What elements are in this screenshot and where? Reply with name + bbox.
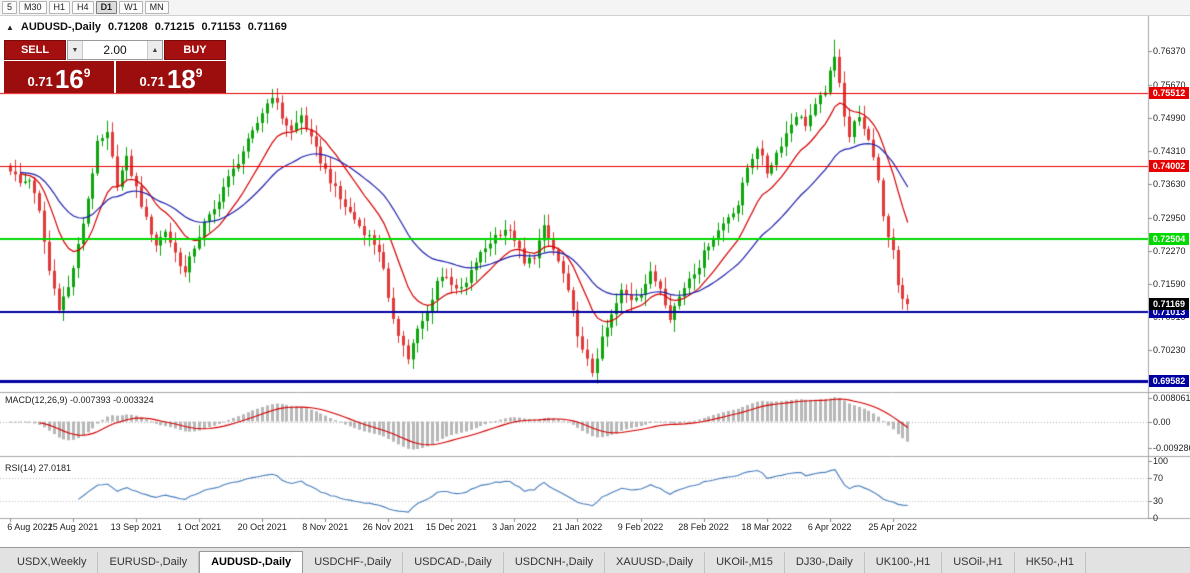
date-axis-label: 21 Jan 2022: [552, 522, 603, 532]
macd-scale-tick: -0.009286: [1153, 443, 1190, 454]
tab-usdx-weekly[interactable]: USDX,Weekly: [6, 552, 99, 573]
date-axis-label: 25 Aug 2021: [47, 522, 99, 532]
macd-name: MACD(12,26,9): [5, 395, 68, 405]
chart-canvas[interactable]: [0, 16, 1190, 547]
sell-price-display[interactable]: 0.71 16 9: [4, 61, 114, 93]
chart-tab-bar: USDX,Weekly EURUSD-,Daily AUDUSD-,Daily USD…: [0, 547, 1190, 573]
date-axis-label: 26 Nov 2021: [362, 522, 414, 532]
volume-decrease-button[interactable]: ▼: [68, 41, 83, 59]
timeframe-button-d1[interactable]: D1: [95, 1, 118, 14]
tab-hk50-h1[interactable]: HK50-,H1: [1015, 552, 1086, 573]
timeframe-button-5[interactable]: 5: [2, 1, 18, 14]
macd-indicator-label: MACD(12,26,9) -0.007393 -0.003324: [5, 395, 154, 405]
price-scale-tick: 0.72270: [1153, 245, 1186, 256]
tab-audusd-daily[interactable]: AUDUSD-,Daily: [199, 551, 304, 573]
level-price-label: 0.75512: [1149, 87, 1189, 100]
date-axis-label: 13 Sep 2021: [110, 522, 162, 532]
ohlc-close: 0.71169: [247, 21, 287, 33]
macd-values: -0.007393 -0.003324: [70, 395, 154, 405]
buy-price-sup: 9: [195, 66, 203, 80]
tab-usdcnh-daily[interactable]: USDCNH-,Daily: [504, 552, 606, 573]
price-scale-tick: 0.76370: [1153, 46, 1186, 57]
date-axis-label: 3 Jan 2022: [492, 522, 537, 532]
rsi-value: 27.0181: [38, 463, 72, 473]
date-axis-label: 6 Aug 2021: [7, 522, 53, 532]
chart-symbol-label: AUDUSD-,Daily: [20, 21, 101, 33]
tab-xauusd-daily[interactable]: XAUUSD-,Daily: [605, 552, 706, 573]
volume-input[interactable]: 2.00: [103, 43, 127, 57]
buy-button[interactable]: BUY: [164, 40, 226, 60]
volume-control: ▼ 2.00 ▲: [67, 40, 163, 60]
rsi-scale-tick: 70: [1153, 473, 1164, 484]
current-price-label: 0.71169: [1149, 298, 1189, 311]
one-click-trading-panel: SELL ▼ 2.00 ▲ BUY 0.71 16 9 0.71 18 9: [4, 40, 226, 93]
timeframe-button-w1[interactable]: W1: [119, 1, 143, 14]
tab-ukoil-m15[interactable]: UKOil-,M15: [705, 552, 785, 573]
buy-price-prefix: 0.71: [139, 74, 165, 89]
timeframe-button-m30[interactable]: M30: [19, 1, 47, 14]
volume-increase-button[interactable]: ▲: [147, 41, 162, 59]
date-axis-label: 1 Oct 2021: [177, 522, 222, 532]
ohlc-low: 0.71153: [201, 21, 241, 33]
rsi-scale-tick: 100: [1153, 456, 1169, 466]
price-scale-tick: 0.71590: [1153, 278, 1186, 289]
level-price-label: 0.69582: [1149, 375, 1189, 388]
date-axis-label: 8 Nov 2021: [302, 522, 349, 532]
timeframe-button-mn[interactable]: MN: [144, 1, 169, 14]
macd-scale-tick: 0.008061: [1153, 393, 1190, 404]
tab-usoil-h1[interactable]: USOil-,H1: [942, 552, 1015, 573]
buy-price-big: 18: [166, 64, 196, 94]
timeframe-button-h1[interactable]: H1: [48, 1, 71, 14]
timeframe-button-h4[interactable]: H4: [72, 1, 94, 14]
date-axis-label: 20 Oct 2021: [237, 522, 287, 532]
ohlc-open: 0.71208: [108, 21, 148, 33]
tab-eurusd-daily[interactable]: EURUSD-,Daily: [98, 552, 200, 573]
level-price-label: 0.72504: [1149, 233, 1189, 246]
price-scale-tick: 0.74310: [1153, 146, 1186, 157]
macd-scale-tick: 0.00: [1153, 416, 1171, 427]
date-axis-label: 6 Apr 2022: [807, 522, 852, 532]
level-price-label: 0.74002: [1149, 160, 1189, 173]
date-axis-label: 18 Mar 2022: [741, 522, 792, 532]
chart-workspace: ▲ AUDUSD-,Daily 0.71208 0.71215 0.71153 …: [0, 16, 1190, 547]
chart-ohlc-line: ▲ AUDUSD-,Daily 0.71208 0.71215 0.71153 …: [6, 21, 287, 33]
tab-usdcad-daily[interactable]: USDCAD-,Daily: [403, 552, 504, 573]
one-click-panel-toggle-icon[interactable]: ▲: [6, 22, 14, 32]
date-axis-label: 25 Apr 2022: [868, 522, 917, 532]
sell-price-prefix: 0.71: [27, 74, 53, 89]
tab-usdchf-daily[interactable]: USDCHF-,Daily: [303, 552, 404, 573]
sell-price-sup: 9: [83, 66, 91, 80]
rsi-scale-tick: 0: [1153, 513, 1159, 523]
date-axis-label: 28 Feb 2022: [678, 522, 729, 532]
buy-price-display[interactable]: 0.71 18 9: [116, 61, 226, 93]
date-axis-label: 9 Feb 2022: [617, 522, 664, 532]
sell-button[interactable]: SELL: [4, 40, 66, 60]
rsi-name: RSI(14): [5, 463, 37, 473]
price-scale-tick: 0.70230: [1153, 344, 1186, 355]
ohlc-high: 0.71215: [154, 21, 195, 33]
sell-price-big: 16: [54, 64, 84, 94]
price-scale-tick: 0.72950: [1153, 212, 1186, 223]
rsi-indicator-label: RSI(14) 27.0181: [5, 463, 71, 473]
tab-uk100-h1[interactable]: UK100-,H1: [865, 552, 943, 573]
timeframe-toolbar: 5 M30 H1 H4 D1 W1 MN: [0, 0, 1190, 16]
rsi-scale-tick: 30: [1153, 495, 1164, 506]
price-scale-tick: 0.75670: [1153, 80, 1186, 91]
tab-dj30-daily[interactable]: DJ30-,Daily: [785, 552, 865, 573]
price-scale-tick: 0.73630: [1153, 179, 1186, 190]
date-axis-label: 15 Dec 2021: [425, 522, 477, 532]
price-scale-tick: 0.74990: [1153, 113, 1186, 124]
